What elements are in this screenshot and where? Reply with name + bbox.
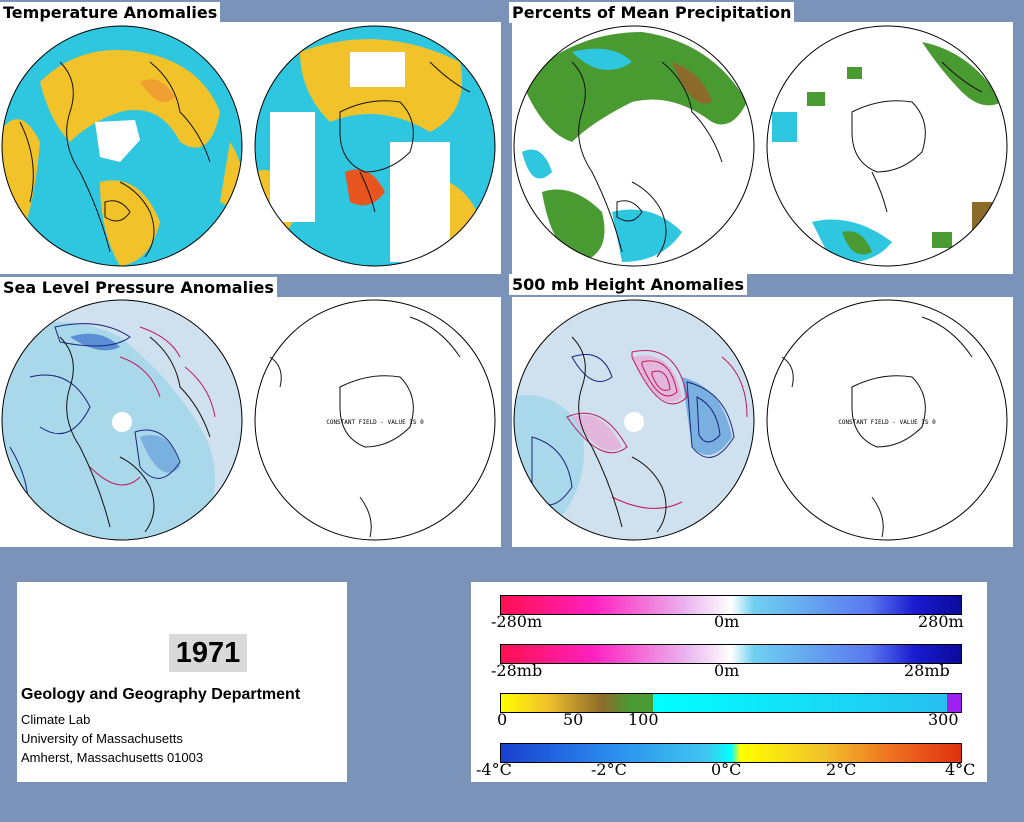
precipitation-maps	[513, 25, 1008, 267]
year-label: 1971	[169, 634, 247, 672]
temperature-panel-title: Temperature Anomalies	[0, 2, 221, 23]
temp-tick-0: 0°C	[711, 760, 742, 779]
slp-tick-min: -28mb	[491, 661, 543, 680]
height-southern-hemisphere: CONSTANT FIELD - VALUE IS 0	[766, 299, 1008, 541]
slp-maps: CONSTANT FIELD - VALUE IS 0	[1, 299, 496, 541]
precip-tick-100: 100	[628, 710, 659, 729]
precipitation-panel	[512, 22, 1013, 274]
height-color-bar	[500, 595, 962, 615]
height-constant-field-note: CONSTANT FIELD - VALUE IS 0	[838, 419, 936, 426]
temp-tick-4: 4°C	[945, 760, 976, 779]
height-northern-hemisphere	[513, 299, 755, 541]
temperature-color-bar	[500, 743, 962, 763]
slp-tick-max: 28mb	[904, 661, 950, 680]
slp-northern-hemisphere	[1, 299, 243, 541]
precipitation-northern-hemisphere	[513, 25, 755, 267]
info-line-lab: Climate Lab	[21, 712, 91, 727]
height-tick-mid: 0m	[714, 612, 740, 631]
temperature-northern-hemisphere	[1, 25, 243, 267]
precip-tick-50: 50	[563, 710, 584, 729]
height-maps: CONSTANT FIELD - VALUE IS 0	[513, 299, 1008, 541]
height-panel: CONSTANT FIELD - VALUE IS 0	[512, 297, 1013, 547]
precipitation-southern-hemisphere	[766, 25, 1008, 267]
temp-tick-minus2: -2°C	[591, 760, 627, 779]
slp-southern-hemisphere: CONSTANT FIELD - VALUE IS 0	[254, 299, 496, 541]
temperature-southern-hemisphere	[254, 25, 496, 267]
temperature-maps	[1, 25, 496, 267]
height-tick-min: -280m	[491, 612, 543, 631]
slp-tick-mid: 0m	[714, 661, 740, 680]
height-tick-max: 280m	[918, 612, 964, 631]
slp-constant-field-note: CONSTANT FIELD - VALUE IS 0	[326, 419, 424, 426]
slp-color-bar	[500, 644, 962, 664]
info-line-address: Amherst, Massachusetts 01003	[21, 750, 204, 765]
precip-tick-300: 300	[928, 710, 959, 729]
info-box: 1971 Geology and Geography Department Cl…	[17, 582, 347, 782]
precip-tick-0: 0	[497, 710, 508, 729]
department-label: Geology and Geography Department	[21, 686, 301, 703]
info-line-university: University of Massachusetts	[21, 731, 183, 746]
height-panel-title: 500 mb Height Anomalies	[509, 274, 748, 295]
temp-tick-2: 2°C	[826, 760, 857, 779]
slp-panel-title: Sea Level Pressure Anomalies	[0, 277, 277, 298]
temp-tick-minus4: -4°C	[476, 760, 512, 779]
color-scale-legend: -280m 0m 280m -28mb 0m 28mb 0 50 100 300…	[471, 582, 987, 782]
slp-panel: CONSTANT FIELD - VALUE IS 0	[0, 297, 501, 547]
precipitation-color-bar	[500, 693, 962, 713]
precipitation-panel-title: Percents of Mean Precipitation	[509, 2, 795, 23]
temperature-panel	[0, 22, 501, 274]
